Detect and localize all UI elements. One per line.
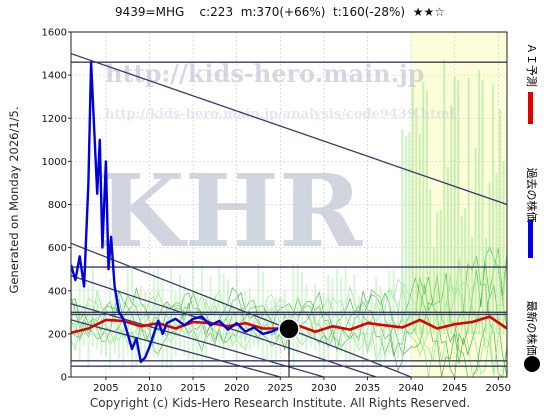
x-tick-label: 2025: [268, 383, 293, 394]
x-tick-label: 2050: [486, 383, 511, 394]
x-tick-label: 2040: [398, 383, 423, 394]
chart-title: 9439=MHG c:223 m:370(+66%) t:160(-28%) ★…: [115, 5, 445, 19]
watermark-url: http://kids-hero.main.jp: [105, 59, 424, 88]
legend-ai-forecast: ＡＩ予測: [514, 30, 550, 100]
y-tick-label: 1000: [42, 157, 67, 168]
y-tick-label: 0: [61, 373, 67, 384]
trend-line: [71, 319, 281, 377]
y-tick-label: 1600: [42, 28, 67, 39]
y-tick-label: 1400: [42, 71, 67, 82]
trend-line: [71, 242, 412, 377]
copyright-footer: Copyright (c) Kids-Hero Research Institu…: [89, 396, 471, 410]
legend-past-price-swatch: [528, 220, 533, 258]
x-tick-label: 2020: [224, 383, 249, 394]
trend-line: [71, 303, 325, 377]
y-tick-label: 800: [48, 200, 67, 211]
x-tick-label: 2045: [442, 383, 467, 394]
y-tick-label: 400: [48, 286, 67, 297]
x-tick-label: 2030: [311, 383, 336, 394]
y-tick-label: 200: [48, 329, 67, 340]
y-tick-label: 1200: [42, 114, 67, 125]
legend-ai-forecast-swatch: [528, 92, 533, 124]
legend-latest-price-label: 最新の株価: [525, 300, 538, 356]
legend-past-price-swatch-wrap: [514, 220, 550, 258]
trend-line: [71, 52, 507, 206]
x-tick-label: 2010: [137, 383, 162, 394]
latest-price-marker: [278, 318, 300, 340]
x-tick-label: 2005: [93, 383, 118, 394]
legend-past-price-label: 過去の株価: [525, 167, 538, 223]
legend-ai-forecast-swatch-wrap: [514, 92, 550, 124]
past-price-line: [71, 61, 285, 364]
x-tick-label: 2035: [355, 383, 380, 394]
y-tick-label: 600: [48, 243, 67, 254]
watermark-big: KHR: [98, 152, 363, 270]
legend-ai-forecast-label: ＡＩ予測: [525, 43, 538, 87]
legend-latest-price-dot: [524, 356, 540, 372]
x-tick-label: 2015: [180, 383, 205, 394]
watermark-url-detail: http://kids-hero.main.jp/analysis/code94…: [105, 107, 455, 122]
